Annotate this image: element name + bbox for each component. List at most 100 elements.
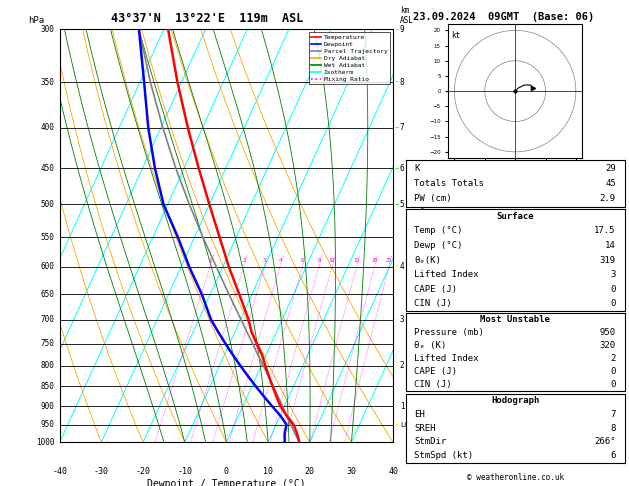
Text: 2: 2 [400,361,404,370]
Text: © weatheronline.co.uk: © weatheronline.co.uk [467,473,564,482]
Text: 4: 4 [400,262,404,272]
Text: –: – [395,401,399,411]
Text: 1: 1 [208,258,211,263]
Text: K: K [415,164,420,173]
Text: –: – [395,164,399,173]
Text: Dewp (°C): Dewp (°C) [415,241,463,250]
Text: SREH: SREH [415,424,436,433]
Text: Mixing Ratio (g/kg): Mixing Ratio (g/kg) [422,192,431,279]
Text: 0: 0 [611,380,616,389]
Text: 0: 0 [611,367,616,376]
Text: 3: 3 [611,270,616,279]
Text: 900: 900 [41,401,55,411]
Legend: Temperature, Dewpoint, Parcel Trajectory, Dry Adiabat, Wet Adiabat, Isotherm, Mi: Temperature, Dewpoint, Parcel Trajectory… [309,32,390,84]
Text: θₑ(K): θₑ(K) [415,256,442,264]
Text: 300: 300 [41,25,55,34]
Text: Most Unstable: Most Unstable [480,315,550,325]
Text: –: – [395,78,399,87]
Text: Hodograph: Hodograph [491,396,539,405]
Text: 600: 600 [41,262,55,272]
Text: 40: 40 [388,467,398,476]
Text: 15: 15 [353,258,360,263]
Text: Dewpoint / Temperature (°C): Dewpoint / Temperature (°C) [147,479,306,486]
Text: hPa: hPa [28,16,45,25]
Text: 266°: 266° [594,437,616,447]
Text: PW (cm): PW (cm) [415,194,452,203]
Text: 4: 4 [278,258,282,263]
Text: 29: 29 [605,164,616,173]
Text: 20: 20 [305,467,314,476]
Text: 5: 5 [400,200,404,209]
Text: StmDir: StmDir [415,437,447,447]
Text: CIN (J): CIN (J) [415,299,452,308]
Text: 2.9: 2.9 [599,194,616,203]
Text: 800: 800 [41,361,55,370]
Text: 450: 450 [41,164,55,173]
Text: –: – [395,315,399,324]
Text: 650: 650 [41,290,55,299]
Text: 0: 0 [611,285,616,294]
Text: 6: 6 [400,164,404,173]
Text: 950: 950 [41,420,55,429]
Text: 10: 10 [329,258,335,263]
Text: –: – [395,200,399,209]
Text: kt: kt [451,31,460,40]
Text: 8: 8 [317,258,320,263]
Text: CIN (J): CIN (J) [415,380,452,389]
Text: 320: 320 [599,341,616,350]
Text: 8: 8 [611,424,616,433]
Text: Surface: Surface [496,212,534,221]
Text: -10: -10 [177,467,192,476]
Text: -40: -40 [52,467,67,476]
Text: -20: -20 [136,467,150,476]
Text: LCL: LCL [400,422,413,428]
Text: Lifted Index: Lifted Index [415,354,479,364]
Text: 20: 20 [371,258,378,263]
Text: 1000: 1000 [36,438,55,447]
Text: 6: 6 [611,451,616,460]
Text: 500: 500 [41,200,55,209]
Text: 25: 25 [386,258,392,263]
Text: 7: 7 [611,410,616,419]
Text: 1: 1 [400,401,404,411]
Text: 700: 700 [41,315,55,324]
Text: 400: 400 [41,123,55,132]
Text: CAPE (J): CAPE (J) [415,285,457,294]
Text: Totals Totals: Totals Totals [415,179,484,188]
Text: 350: 350 [41,78,55,87]
Text: 8: 8 [400,78,404,87]
Text: Lifted Index: Lifted Index [415,270,479,279]
Text: 2: 2 [242,258,245,263]
Text: EH: EH [415,410,425,419]
Text: 3: 3 [263,258,266,263]
Text: 10: 10 [263,467,273,476]
Text: 850: 850 [41,382,55,391]
Text: –: – [395,25,399,34]
Text: 7: 7 [400,123,404,132]
Text: –: – [395,420,399,429]
Text: 319: 319 [599,256,616,264]
Text: 14: 14 [605,241,616,250]
Text: θₑ (K): θₑ (K) [415,341,447,350]
Text: 0: 0 [611,299,616,308]
Text: 9: 9 [400,25,404,34]
Text: Temp (°C): Temp (°C) [415,226,463,235]
Text: 30: 30 [347,467,357,476]
Text: 750: 750 [41,339,55,348]
Text: 550: 550 [41,233,55,242]
Text: Pressure (mb): Pressure (mb) [415,329,484,337]
Text: –: – [395,361,399,370]
Text: 6: 6 [301,258,304,263]
Text: -30: -30 [94,467,109,476]
Text: –: – [395,262,399,272]
Text: 2: 2 [611,354,616,364]
Text: 45: 45 [605,179,616,188]
Text: –: – [395,123,399,132]
Text: CAPE (J): CAPE (J) [415,367,457,376]
Text: 0: 0 [224,467,229,476]
Text: 43°37'N  13°22'E  119m  ASL: 43°37'N 13°22'E 119m ASL [111,12,304,25]
Text: 23.09.2024  09GMT  (Base: 06): 23.09.2024 09GMT (Base: 06) [413,12,594,22]
Text: km
ASL: km ASL [400,6,414,25]
Text: 950: 950 [599,329,616,337]
Text: 3: 3 [400,315,404,324]
